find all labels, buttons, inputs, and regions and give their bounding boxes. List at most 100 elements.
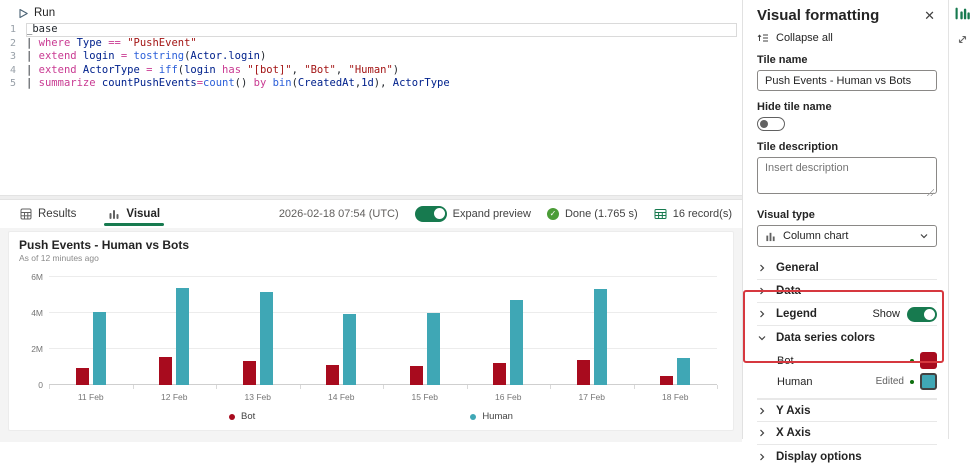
- x-axis-label: 13 Feb: [244, 392, 271, 402]
- bar-bot-13-feb[interactable]: [242, 360, 256, 385]
- hide-tile-name-label: Hide tile name: [757, 101, 832, 113]
- gridline: [49, 384, 717, 385]
- bar-human-14-feb[interactable]: [343, 313, 357, 385]
- section-data-series-colors[interactable]: Data series colors: [757, 326, 937, 349]
- status-bar: 2026-02-18 07:54 (UTC) Expand preview ✓ …: [279, 206, 732, 222]
- x-axis-label: 16 Feb: [495, 392, 522, 402]
- legend-show-label: Show: [872, 308, 900, 320]
- bar-bot-16-feb[interactable]: [493, 362, 507, 385]
- code-editor[interactable]: 1 _base 2 | where Type == "PushEvent" 3 | ext…: [0, 23, 742, 195]
- code-text: _base: [26, 23, 737, 37]
- section-display-options-label: Display options: [776, 450, 862, 463]
- legend-item-human[interactable]: Human: [470, 411, 513, 422]
- run-button[interactable]: Run: [18, 7, 55, 19]
- expand-preview-toggle[interactable]: [414, 206, 447, 222]
- chevron-down-icon: [758, 335, 766, 340]
- legend-dot-icon: [229, 413, 236, 420]
- y-axis-tick-label: 2M: [31, 344, 43, 355]
- y-axis-tick-label: 6M: [31, 272, 43, 282]
- bar-bot-11-feb[interactable]: [75, 367, 89, 385]
- section-data[interactable]: Data: [757, 280, 937, 303]
- bar-bot-17-feb[interactable]: [576, 359, 590, 385]
- series-bot-color-swatch[interactable]: [920, 352, 937, 369]
- section-display-options[interactable]: Display options: [757, 445, 937, 468]
- record-count: 16 record(s): [654, 208, 732, 220]
- column-chart-icon: [766, 232, 775, 241]
- chevron-right-icon: [760, 429, 765, 437]
- legend-label: Human: [482, 411, 513, 422]
- x-axis-label: 18 Feb: [662, 392, 689, 402]
- panel-title: Visual formatting: [757, 7, 880, 24]
- section-y-axis[interactable]: Y Axis: [757, 399, 937, 422]
- x-axis-tick: [550, 385, 551, 389]
- series-active-dot-icon: [910, 358, 914, 363]
- code-line[interactable]: 4 | extend ActorType = iff(login has "[bo…: [0, 64, 742, 78]
- chevron-right-icon: [760, 264, 765, 272]
- tile-description-input[interactable]: [757, 157, 937, 194]
- code-line[interactable]: 5 | summarize countPushEvents=count() by …: [0, 77, 742, 91]
- tab-visual[interactable]: Visual: [104, 200, 164, 228]
- legend-item-bot[interactable]: Bot: [229, 411, 255, 422]
- tile-name-input[interactable]: [757, 70, 937, 91]
- legend-show-toggle[interactable]: [907, 306, 937, 322]
- line-number: 4: [9, 64, 16, 76]
- run-label: Run: [34, 7, 56, 19]
- tile-description-label: Tile description: [757, 141, 839, 153]
- right-icon-rail: [948, 0, 975, 439]
- x-axis-tick: [717, 385, 718, 389]
- chart-plot[interactable]: 0 2M 4M 6M 11 Feb 12 Feb 13 Feb 14 Feb 15 Feb 16 …: [31, 272, 718, 402]
- expand-preview-label: Expand preview: [452, 208, 531, 220]
- section-general[interactable]: General: [757, 257, 937, 280]
- query-timestamp: 2026-02-18 07:54 (UTC): [278, 208, 399, 220]
- legend-label: Bot: [241, 411, 256, 422]
- collapse-all-button[interactable]: Collapse all: [757, 32, 937, 44]
- bar-human-13-feb[interactable]: [259, 292, 273, 385]
- section-x-axis[interactable]: X Axis: [757, 422, 937, 445]
- code-line[interactable]: 3 | extend login = tostring(Actor.login): [0, 50, 742, 64]
- visual-formatting-panel: Visual formatting ✕ Collapse all Tile na…: [742, 0, 948, 463]
- code-line[interactable]: 2 | where Type == "PushEvent": [0, 37, 742, 51]
- visual-type-value: Column chart: [783, 230, 849, 242]
- visual-formatting-rail-icon[interactable]: [955, 6, 970, 21]
- x-axis-label: 17 Feb: [578, 392, 605, 402]
- line-number: 1: [9, 24, 16, 35]
- close-icon[interactable]: ✕: [924, 7, 935, 23]
- bar-bot-14-feb[interactable]: [326, 365, 340, 385]
- collapse-all-label: Collapse all: [776, 32, 833, 44]
- code-text: | extend login = tostring(Actor.login): [26, 50, 267, 62]
- bar-human-11-feb[interactable]: [92, 312, 106, 385]
- x-axis-tick: [299, 385, 301, 389]
- series-human-color-swatch[interactable]: [920, 373, 937, 390]
- bar-human-12-feb[interactable]: [176, 287, 190, 385]
- x-axis-tick: [216, 385, 217, 389]
- expand-preview-control: Expand preview: [414, 206, 531, 222]
- gridline: [49, 312, 717, 314]
- section-general-label: General: [776, 262, 819, 274]
- x-axis-tick: [49, 385, 50, 389]
- legend-dot-icon: [470, 413, 477, 420]
- chevron-right-icon: [760, 407, 765, 414]
- tab-results[interactable]: Results: [16, 200, 80, 228]
- bar-bot-12-feb[interactable]: [159, 357, 173, 385]
- records-table-icon: [654, 209, 667, 219]
- visual-type-dropdown[interactable]: Column chart: [757, 225, 937, 247]
- visual-type-label: Visual type: [757, 209, 815, 221]
- bar-human-18-feb[interactable]: [677, 358, 691, 385]
- code-text: | where Type == "PushEvent": [26, 36, 197, 49]
- section-legend[interactable]: Legend Show: [757, 303, 937, 326]
- bar-human-17-feb[interactable]: [593, 288, 607, 385]
- code-line[interactable]: 1 _base: [0, 23, 742, 37]
- series-human-label: Human: [777, 375, 813, 388]
- bar-bot-15-feb[interactable]: [409, 366, 423, 385]
- x-axis-tick: [132, 385, 134, 389]
- bar-bot-18-feb[interactable]: [660, 376, 674, 385]
- pane-splitter[interactable]: [0, 195, 742, 200]
- tab-visual-label: Visual: [126, 208, 161, 220]
- gridline: [49, 276, 717, 277]
- editor-toolbar: Run: [0, 3, 742, 23]
- hide-tile-name-toggle[interactable]: [757, 117, 785, 131]
- bar-human-15-feb[interactable]: [426, 313, 440, 385]
- bar-human-16-feb[interactable]: [510, 299, 524, 385]
- diagonal-resize-icon[interactable]: [956, 33, 969, 46]
- code-text: | summarize countPushEvents=count() by b…: [26, 77, 450, 89]
